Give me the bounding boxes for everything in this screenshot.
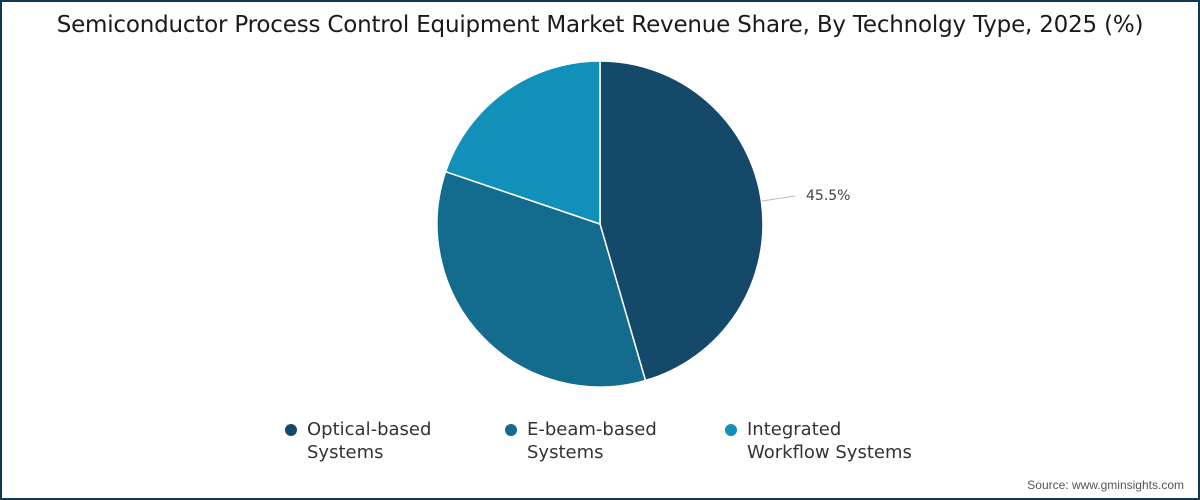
chart-title: Semiconductor Process Control Equipment …	[56, 12, 1144, 38]
pie-slice-optical-based-systems[interactable]	[599, 60, 764, 382]
legend-item-integrated[interactable]: Integrated Workflow Systems	[725, 418, 912, 464]
source-note: Source: www.gminsights.com	[1027, 478, 1184, 492]
legend-item-ebeam[interactable]: E-beam-based Systems	[505, 418, 657, 464]
pie-slice-integrated-workflow-systems[interactable]	[444, 60, 601, 226]
legend-dot-icon	[285, 424, 297, 436]
legend-label: E-beam-based Systems	[527, 419, 657, 463]
pie-slice-e-beam-based-systems[interactable]	[436, 170, 647, 388]
data-label-optical: 45.5%	[806, 188, 851, 204]
legend-label: Integrated Workflow Systems	[747, 419, 912, 463]
legend-label: Optical-based Systems	[307, 419, 432, 463]
legend-dot-icon	[505, 424, 517, 436]
legend-item-optical[interactable]: Optical-based Systems	[285, 418, 431, 464]
label-leader-line	[761, 195, 796, 202]
legend-dot-icon	[725, 424, 737, 436]
